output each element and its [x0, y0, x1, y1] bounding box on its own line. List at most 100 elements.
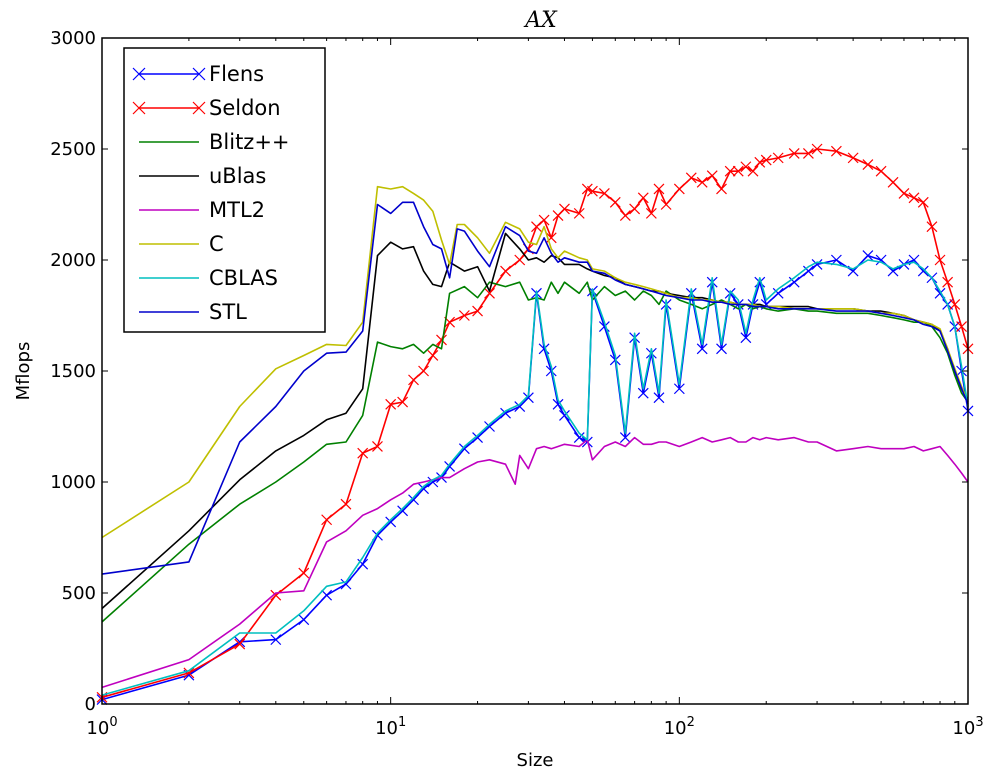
data-point-flens — [696, 343, 708, 355]
data-point-seldon — [500, 265, 511, 277]
data-point-flens — [862, 250, 874, 261]
data-point-seldon — [949, 298, 961, 310]
data-point-seldon — [660, 199, 672, 210]
data-point-flens — [653, 392, 665, 404]
data-point-seldon — [559, 203, 570, 215]
legend-item-stl: STL — [139, 300, 247, 324]
series-line-mtl2 — [101, 436, 969, 689]
data-point-seldon — [357, 447, 369, 459]
legend-label-mtl2: MTL2 — [209, 198, 265, 222]
legend-label-blitz-: Blitz++ — [209, 130, 290, 154]
legend-marker-flens — [192, 67, 206, 81]
plot-area: 0 500 1000 1500 2000 2500 3000 100 101 102 103 — [50, 28, 983, 739]
data-point-flens — [484, 421, 495, 432]
x-tick-label: 103 — [952, 715, 983, 739]
data-point-flens — [740, 332, 752, 344]
data-point-flens — [559, 409, 570, 421]
data-point-flens — [408, 494, 419, 506]
data-point-seldon — [716, 183, 727, 195]
series-line-blitz- — [101, 281, 969, 623]
data-point-seldon — [538, 214, 550, 226]
data-point-seldon — [898, 187, 910, 199]
data-point-seldon — [653, 183, 665, 195]
legend-label-flens: Flens — [209, 62, 264, 86]
data-point-seldon — [637, 192, 649, 204]
legend-label-c: C — [209, 232, 224, 256]
data-point-seldon — [917, 196, 929, 208]
y-tick-label: 0 — [85, 694, 96, 715]
data-point-seldon — [587, 185, 598, 197]
series-stl — [101, 201, 969, 575]
chart-title: AX — [523, 8, 558, 33]
data-point-flens — [811, 259, 823, 270]
data-point-seldon — [472, 305, 483, 317]
legend-marker-seldon — [132, 101, 146, 115]
data-point-seldon — [811, 143, 823, 155]
data-point-flens — [754, 276, 766, 288]
data-point-flens — [788, 276, 800, 288]
data-point-flens — [321, 589, 333, 601]
series-layer — [96, 143, 974, 705]
data-point-seldon — [598, 187, 610, 199]
legend-marker-flens — [132, 67, 146, 81]
data-point-flens — [397, 505, 409, 517]
data-point-seldon — [234, 638, 246, 650]
series-cblas — [101, 259, 969, 696]
x-tick-label: 100 — [86, 715, 117, 739]
series-line-stl — [101, 201, 969, 575]
y-axis-label: Mflops — [13, 342, 34, 401]
data-point-seldon — [545, 232, 557, 244]
data-point-seldon — [887, 176, 899, 188]
data-point-seldon — [629, 203, 641, 215]
data-point-flens — [673, 383, 685, 395]
data-point-flens — [514, 401, 526, 412]
data-point-seldon — [724, 165, 736, 177]
y-tick-label: 1500 — [50, 361, 96, 382]
data-point-seldon — [772, 152, 784, 164]
data-point-seldon — [875, 165, 887, 177]
series-line-cblas — [101, 259, 969, 696]
data-point-flens — [472, 432, 483, 444]
data-point-seldon — [908, 192, 920, 204]
data-point-seldon — [747, 165, 759, 177]
data-point-seldon — [926, 221, 938, 233]
data-point-seldon — [956, 321, 967, 333]
legend-item-seldon: Seldon — [132, 96, 281, 120]
data-point-flens — [418, 483, 429, 495]
data-point-seldon — [436, 334, 447, 346]
legend-frame — [123, 47, 326, 333]
legend-label-stl: STL — [209, 300, 247, 324]
data-point-flens — [802, 265, 814, 277]
y-tick-label: 500 — [62, 583, 96, 604]
data-point-flens — [385, 516, 397, 528]
legend-label-seldon: Seldon — [209, 96, 281, 120]
series-blitz- — [101, 281, 969, 623]
data-point-seldon — [321, 514, 333, 526]
data-point-seldon — [740, 161, 752, 173]
data-point-seldon — [696, 176, 708, 188]
data-point-seldon — [788, 148, 800, 159]
legend-item-mtl2: MTL2 — [139, 198, 265, 222]
data-point-seldon — [754, 156, 766, 168]
data-point-seldon — [298, 567, 310, 579]
y-tick-label: 2000 — [50, 250, 96, 271]
legend-item-blitz-: Blitz++ — [139, 130, 290, 154]
data-point-flens — [552, 398, 564, 410]
data-point-flens — [545, 365, 557, 377]
data-point-flens — [772, 287, 784, 299]
legend-item-c: C — [139, 232, 224, 256]
data-point-seldon — [573, 207, 585, 219]
x-tick-label: 101 — [375, 715, 406, 739]
data-point-flens — [716, 343, 727, 355]
y-tick-label: 2500 — [50, 139, 96, 160]
data-point-seldon — [934, 254, 946, 266]
data-point-seldon — [609, 196, 621, 208]
data-point-seldon — [619, 210, 631, 222]
data-point-seldon — [760, 154, 772, 166]
data-point-seldon — [645, 207, 657, 219]
legend-marker-seldon — [192, 101, 206, 115]
data-point-flens — [270, 634, 282, 646]
legend-item-ublas: uBlas — [139, 164, 266, 188]
data-point-seldon — [484, 287, 495, 299]
